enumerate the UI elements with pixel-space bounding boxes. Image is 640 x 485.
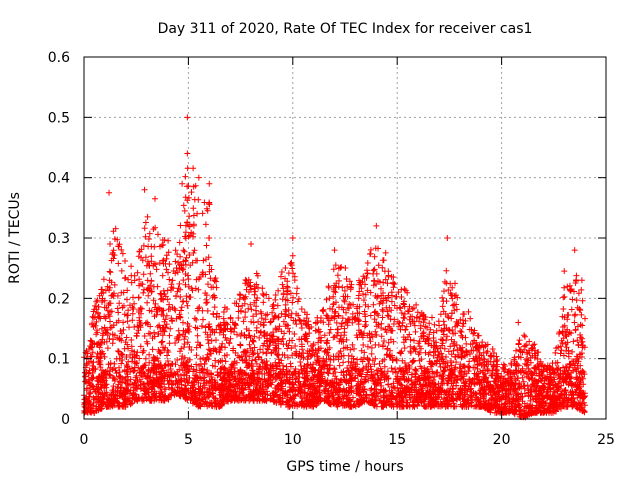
peak-point <box>289 235 296 241</box>
peak-point <box>561 268 568 275</box>
x-tick-label: 10 <box>284 432 302 448</box>
chart-title: Day 311 of 2020, Rate Of TEC Index for r… <box>158 21 533 37</box>
x-tick-label: 5 <box>184 432 193 448</box>
x-tick-label: 20 <box>493 432 511 448</box>
x-tick-label: 25 <box>597 432 615 448</box>
y-tick-label: 0.6 <box>48 50 70 66</box>
y-tick-label: 0 <box>61 412 70 428</box>
y-tick-label: 0.3 <box>48 231 70 247</box>
x-axis-label: GPS time / hours <box>286 459 403 475</box>
x-tick-label: 15 <box>388 432 406 448</box>
axis-ticks: 0 0.1 0.2 0.3 0.4 0.5 0.6 0 5 10 15 20 25 <box>48 50 615 448</box>
peak-point <box>331 247 338 254</box>
point-cloud <box>81 165 588 421</box>
peak-point <box>373 222 380 229</box>
peak-point <box>141 186 148 193</box>
y-tick-label: 0.4 <box>48 171 70 187</box>
peak-point <box>571 247 578 254</box>
y-axis-label: ROTI / TECUs <box>7 192 23 284</box>
y-tick-label: 0.2 <box>48 291 70 307</box>
peak-point <box>151 195 158 202</box>
peak-point <box>206 180 213 187</box>
data-points <box>81 114 588 421</box>
x-tick-label: 0 <box>80 432 89 448</box>
y-tick-label: 0.5 <box>48 110 70 126</box>
peak-point <box>444 235 451 241</box>
peak-point <box>195 174 202 181</box>
peak-point <box>184 150 191 157</box>
peak-point <box>248 241 255 248</box>
peak-point <box>515 319 522 326</box>
peak-point <box>179 180 186 187</box>
y-tick-label: 0.1 <box>48 352 70 368</box>
peak-point <box>184 114 191 121</box>
peak-point <box>106 189 113 196</box>
